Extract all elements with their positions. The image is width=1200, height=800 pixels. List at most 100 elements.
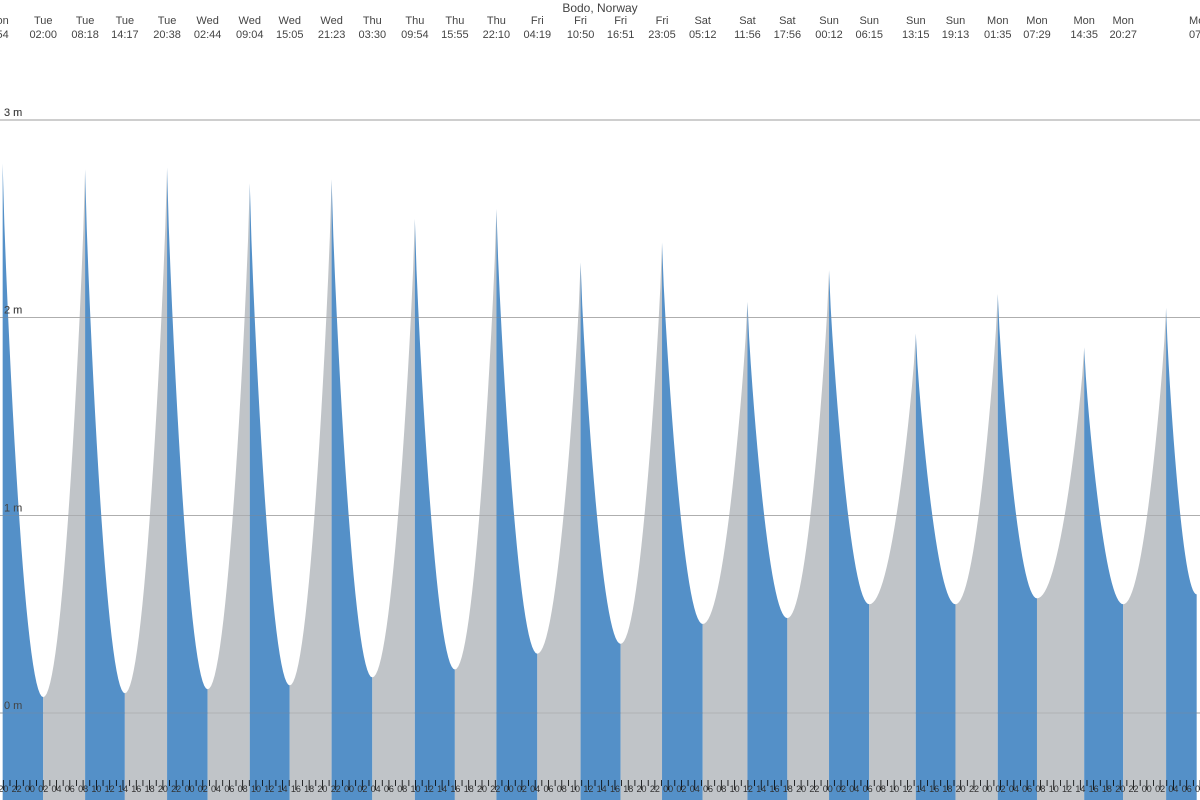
top-time-label: 17:56 xyxy=(774,29,802,41)
x-hour-label: 14 xyxy=(118,784,128,794)
x-hour-label: 16 xyxy=(929,784,939,794)
x-hour-label: 12 xyxy=(743,784,753,794)
x-hour-label: 02 xyxy=(1155,784,1165,794)
x-hour-label: 14 xyxy=(278,784,288,794)
x-hour-label: 08 xyxy=(716,784,726,794)
x-hour-label: 18 xyxy=(942,784,952,794)
x-hour-label: 22 xyxy=(1129,784,1139,794)
x-hour-label: 04 xyxy=(849,784,859,794)
y-axis-label: 2 m xyxy=(4,305,22,317)
x-hour-label: 20 xyxy=(956,784,966,794)
tide-halfcycle xyxy=(829,270,869,800)
x-hour-label: 04 xyxy=(371,784,381,794)
x-hour-label: 18 xyxy=(1102,784,1112,794)
x-hour-label: 16 xyxy=(450,784,460,794)
x-hour-label: 08 xyxy=(238,784,248,794)
x-hour-label: 04 xyxy=(530,784,540,794)
x-hour-label: 16 xyxy=(1089,784,1099,794)
top-day-label: Tue xyxy=(158,15,177,27)
x-hour-label: 00 xyxy=(344,784,354,794)
top-day-label: Sat xyxy=(694,15,711,27)
top-day-label: Sun xyxy=(906,15,926,27)
top-day-label: Mon xyxy=(1113,15,1134,27)
tide-halfcycle xyxy=(998,294,1037,800)
x-hour-label: 12 xyxy=(1062,784,1072,794)
tide-halfcycle xyxy=(85,169,125,800)
tide-halfcycle xyxy=(537,262,580,800)
top-day-label: Sun xyxy=(859,15,879,27)
top-time-label: 20:38 xyxy=(153,29,181,41)
y-axis-label: 3 m xyxy=(4,107,22,119)
x-hour-label: 02 xyxy=(357,784,367,794)
top-time-label: 16:51 xyxy=(607,29,635,41)
top-time-label: 23:05 xyxy=(648,29,676,41)
x-hour-label: 06 xyxy=(543,784,553,794)
x-hour-label: 00 xyxy=(504,784,514,794)
x-hour-label: 20 xyxy=(0,784,8,794)
top-day-label: Thu xyxy=(405,15,424,27)
top-time-label: 01:35 xyxy=(984,29,1012,41)
x-hour-label: 14 xyxy=(916,784,926,794)
x-hour-label: 08 xyxy=(78,784,88,794)
x-hour-label: 12 xyxy=(264,784,274,794)
x-hour-label: 20 xyxy=(637,784,647,794)
top-day-label: Sat xyxy=(779,15,796,27)
top-time-label: 09:54 xyxy=(401,29,429,41)
tide-halfcycle xyxy=(1166,308,1197,800)
tide-halfcycle xyxy=(916,333,956,800)
x-hour-label: 00 xyxy=(663,784,673,794)
tide-halfcycle xyxy=(208,183,250,800)
x-hour-label: 12 xyxy=(583,784,593,794)
x-hour-label: 08 xyxy=(397,784,407,794)
top-day-label: Fri xyxy=(614,15,627,27)
x-hour-label: 18 xyxy=(145,784,155,794)
top-day-label: Thu xyxy=(445,15,464,27)
top-time-label: 13:15 xyxy=(902,29,930,41)
x-hour-label: 00 xyxy=(823,784,833,794)
x-hour-label: 10 xyxy=(1049,784,1059,794)
top-day-label: Tue xyxy=(34,15,53,27)
tide-halfcycle xyxy=(125,167,167,800)
x-hour-label: 04 xyxy=(1009,784,1019,794)
top-time-label: 11:56 xyxy=(734,29,761,41)
x-hour-label: 12 xyxy=(902,784,912,794)
top-day-label: Wed xyxy=(196,15,218,27)
tide-halfcycle xyxy=(43,169,85,800)
x-hour-label: 10 xyxy=(889,784,899,794)
top-time-label: 00:12 xyxy=(815,29,843,41)
x-hour-label: 20 xyxy=(477,784,487,794)
top-time-label: 07: xyxy=(1189,29,1200,41)
top-day-label: Fri xyxy=(574,15,587,27)
x-hour-label: 22 xyxy=(809,784,819,794)
tide-halfcycle xyxy=(250,183,290,800)
x-hour-label: 04 xyxy=(52,784,62,794)
tide-halfcycle xyxy=(621,243,662,800)
top-day-label: Mon xyxy=(1073,15,1094,27)
x-hour-label: 06 xyxy=(1182,784,1192,794)
tide-chart: 0 m1 m2 m3 m0 m1 m2 m3 mBodo, Norwayon54… xyxy=(0,0,1200,800)
x-hour-label: 10 xyxy=(570,784,580,794)
x-hour-label: 06 xyxy=(384,784,394,794)
x-hour-label: 22 xyxy=(490,784,500,794)
top-day-label: Tue xyxy=(116,15,135,27)
top-time-label: 09:04 xyxy=(236,29,264,41)
x-hour-label: 06 xyxy=(863,784,873,794)
top-day-label: Mon xyxy=(1026,15,1047,27)
top-day-label: Fri xyxy=(531,15,544,27)
x-hour-label: 14 xyxy=(597,784,607,794)
top-day-label: Mo xyxy=(1189,15,1200,27)
x-hour-label: 14 xyxy=(1075,784,1085,794)
tide-halfcycle xyxy=(167,167,208,800)
top-day-label: Sun xyxy=(819,15,839,27)
top-day-label: Sat xyxy=(739,15,756,27)
top-day-label: Wed xyxy=(279,15,301,27)
tide-chart-svg: 0 m1 m2 m3 m0 m1 m2 m3 mBodo, Norwayon54… xyxy=(0,0,1200,800)
x-hour-label: 00 xyxy=(25,784,35,794)
top-day-label: Fri xyxy=(656,15,669,27)
top-day-label: Sun xyxy=(946,15,966,27)
tide-halfcycle xyxy=(1084,347,1123,800)
x-hour-label: 18 xyxy=(783,784,793,794)
x-hour-label: 08 xyxy=(557,784,567,794)
tide-halfcycle xyxy=(747,302,787,800)
top-time-label: 20:27 xyxy=(1109,29,1137,41)
